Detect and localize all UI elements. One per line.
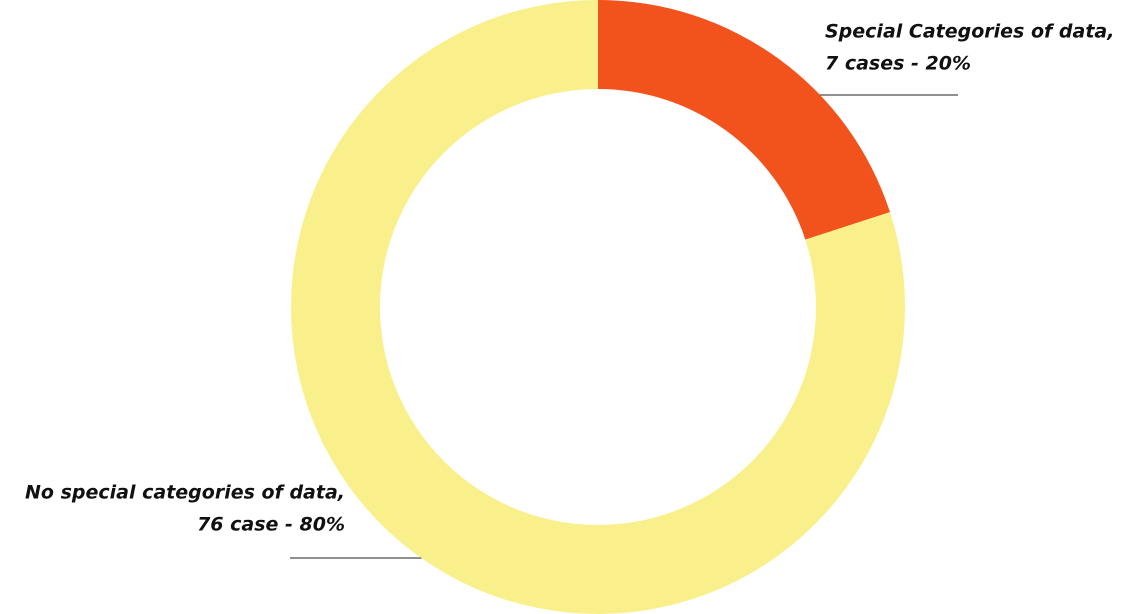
segment-label: No special categories of data, <box>25 482 345 504</box>
segment-value-label: 76 case - 80% <box>197 514 345 536</box>
donut-segment <box>598 0 890 240</box>
segment-label: Special Categories of data, <box>825 21 1114 43</box>
segment-value-label: 7 cases - 20% <box>825 53 971 75</box>
